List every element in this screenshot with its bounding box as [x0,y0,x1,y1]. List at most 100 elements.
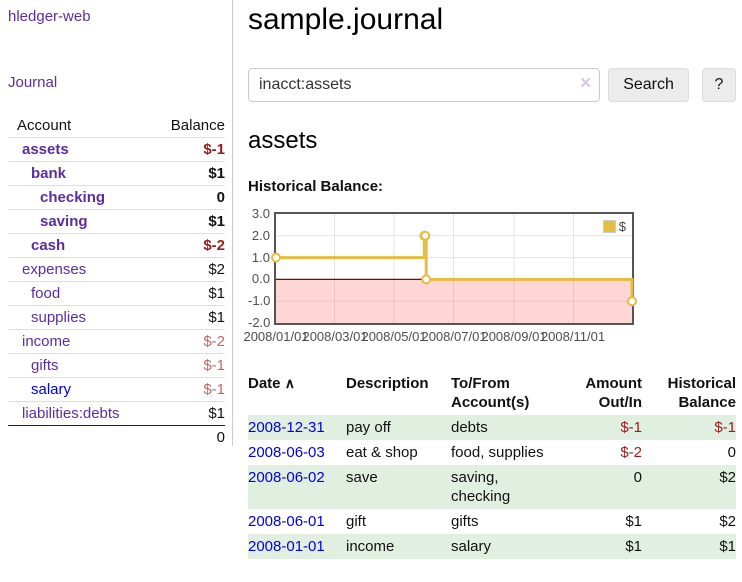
register-header-balance: Historical Balance [667,375,736,411]
transaction-description: pay off [346,419,391,436]
account-row: checking 0 [8,185,225,209]
account-balance: $-1 [203,357,225,374]
transaction-description: gift [346,513,367,530]
account-balance: $1 [208,309,225,326]
transaction-description: save [346,469,378,486]
sort-ascending-icon: ∧ [284,375,295,391]
transaction-accounts: saving, checking [451,469,511,505]
historical-balance-chart: 3.0 2.0 1.0 0.0 -1.0 -2.0 $ 2008/01/01 2008/03… [243,206,736,348]
account-balance: $1 [208,405,225,422]
account-link-gifts[interactable]: gifts [31,357,59,374]
register-row: 2008-06-01 gift gifts $1 $2 [248,509,736,534]
accounts-table: Account Balance assets $-1 bank $1 checking 0… [8,113,225,449]
main-content: sample.journal × Search ? assets Histori… [243,0,736,559]
account-row: assets $-1 [8,137,225,161]
account-link-food[interactable]: food [31,285,61,302]
search-input[interactable] [248,68,601,102]
transaction-balance: $-1 [714,419,736,436]
page-title: sample.journal [248,3,444,36]
balance-column-header: Balance [170,116,225,134]
register-header-row: Date ∧ Description To/From Account(s) Am… [248,372,736,415]
brand-link[interactable]: hledger-web [8,8,91,25]
y-axis-tick-label: -1.0 [248,293,271,308]
account-heading: assets [248,127,318,154]
search-button[interactable]: Search [608,68,689,102]
sidebar-item-journal[interactable]: Journal [8,74,58,91]
x-axis-tick-label: 2008/09/01 [481,329,547,344]
search-box: × [248,68,601,102]
transaction-balance: $2 [719,469,736,486]
transaction-amount: $1 [625,538,642,555]
sidebar: hledger-web Journal Account Balance asse… [0,0,233,446]
account-row: expenses $2 [8,257,225,281]
account-row: supplies $1 [8,305,225,329]
transaction-balance: $2 [719,513,736,530]
account-row: cash $-2 [8,233,225,257]
transaction-amount: $-1 [620,419,642,436]
account-link-liabilities-debts[interactable]: liabilities:debts [22,405,120,422]
account-row: salary $-1 [8,377,225,401]
transaction-description: income [346,538,395,555]
account-row: income $-2 [8,329,225,353]
transaction-date-link[interactable]: 2008-06-01 [248,513,325,530]
account-row: bank $1 [8,161,225,185]
account-link-bank[interactable]: bank [31,165,67,182]
account-link-assets[interactable]: assets [22,141,69,158]
transaction-accounts: debts [451,419,488,436]
accounts-total-value: 0 [216,429,225,446]
register-row: 2008-12-31 pay off debts $-1 $-1 [248,415,736,440]
register-header-accounts: To/From Account(s) [451,375,530,411]
help-button[interactable]: ? [701,68,736,102]
register-table: Date ∧ Description To/From Account(s) Am… [248,372,736,559]
transaction-accounts: gifts [451,513,479,530]
y-axis-tick-label: 2.0 [251,228,270,243]
accounts-rows: assets $-1 bank $1 checking 0 saving $1 cash $-2 e… [8,137,225,425]
account-link-income[interactable]: income [22,333,71,350]
account-balance: $2 [208,261,225,278]
transaction-date-link[interactable]: 2008-06-02 [248,469,325,486]
account-balance: $-2 [203,237,225,254]
account-balance: $1 [208,213,225,230]
x-axis-tick-label: 2008/03/01 [302,329,368,344]
register-header-date[interactable]: Date ∧ [248,375,295,392]
accounts-total-row: 0 [8,425,225,449]
transaction-accounts: food, supplies [451,444,544,461]
transaction-description: eat & shop [346,444,418,461]
account-balance: $-1 [203,141,225,158]
account-link-expenses[interactable]: expenses [22,261,87,278]
accounts-table-header: Account Balance [8,113,225,137]
transaction-accounts: salary [451,538,492,555]
account-balance: $1 [208,285,225,302]
account-link-saving[interactable]: saving [40,213,88,230]
register-row: 2008-06-02 save saving, checking 0 $2 [248,465,736,509]
register-header-description: Description [346,375,429,392]
clear-search-icon[interactable]: × [580,73,592,94]
transaction-amount: $-2 [620,444,642,461]
transaction-amount: 0 [633,469,642,486]
account-balance: $-2 [203,333,225,350]
transaction-date-link[interactable]: 2008-01-01 [248,538,325,555]
account-balance: 0 [216,189,225,206]
register-rows: 2008-12-31 pay off debts $-1 $-1 2008-06-03 ea… [248,415,736,559]
x-axis-tick-label: 2008/05/01 [361,329,427,344]
account-link-supplies[interactable]: supplies [31,309,87,326]
account-balance: $1 [208,165,225,182]
chart-plot-area: $ [271,212,637,325]
legend-label: $ [618,219,626,234]
x-axis-tick-label: 2008/01/01 [243,329,309,344]
account-row: gifts $-1 [8,353,225,377]
transaction-amount: $1 [625,513,642,530]
y-axis-tick-label: 3.0 [251,206,270,221]
chart-legend: $ [600,218,628,235]
account-link-salary[interactable]: salary [31,381,72,398]
account-link-checking[interactable]: checking [40,189,106,206]
y-axis-tick-label: -2.0 [248,315,271,330]
transaction-date-link[interactable]: 2008-06-03 [248,444,325,461]
register-row: 2008-01-01 income salary $1 $1 [248,534,736,559]
account-row: saving $1 [8,209,225,233]
transaction-date-link[interactable]: 2008-12-31 [248,419,325,436]
account-link-cash[interactable]: cash [31,237,66,254]
chart-title: Historical Balance: [248,178,384,195]
account-balance: $-1 [203,381,225,398]
